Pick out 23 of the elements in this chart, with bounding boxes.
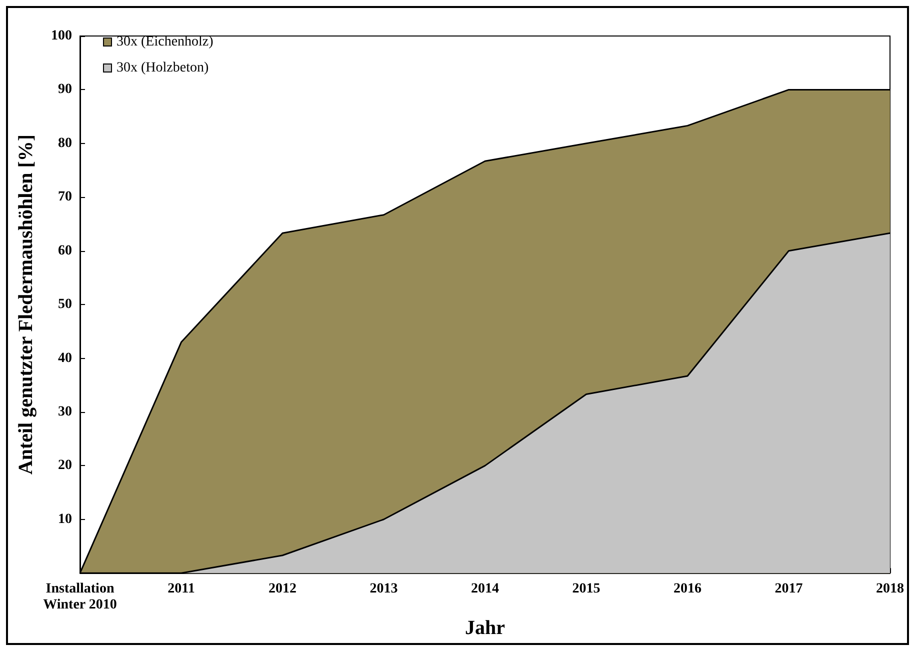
y-tick-label: 100 xyxy=(51,28,72,44)
x-tick-label: 2013 xyxy=(370,582,398,597)
x-tick-label: 2011 xyxy=(168,582,195,597)
x-tick-label: 2018 xyxy=(876,582,904,597)
x-tick-label: 2016 xyxy=(674,582,702,597)
y-tick-label: 20 xyxy=(58,458,72,474)
legend-label: 30x (Holzbeton) xyxy=(116,60,209,76)
y-tick-label: 10 xyxy=(58,512,72,527)
x-tick-label: 2015 xyxy=(572,582,600,597)
x-tick-label: 2017 xyxy=(774,582,803,597)
legend-label: 30x (Eichenholz) xyxy=(116,34,214,50)
x-axis-title: Jahr xyxy=(465,617,506,639)
y-tick-label: 70 xyxy=(58,190,72,205)
y-axis-title: Anteil genutzter Fledermaushöhlen [%] xyxy=(15,134,37,475)
y-tick-label: 80 xyxy=(58,136,72,151)
x-tick-label: 2012 xyxy=(268,582,296,597)
x-tick-label: Installation Winter 2010 xyxy=(43,582,117,613)
y-tick-label: 50 xyxy=(58,297,72,312)
y-tick-label: 60 xyxy=(58,243,72,258)
y-tick-label: 90 xyxy=(58,82,72,98)
y-tick-label: 40 xyxy=(58,350,72,366)
y-tick-label: 30 xyxy=(58,404,72,420)
x-tick-label: 2014 xyxy=(471,582,499,597)
